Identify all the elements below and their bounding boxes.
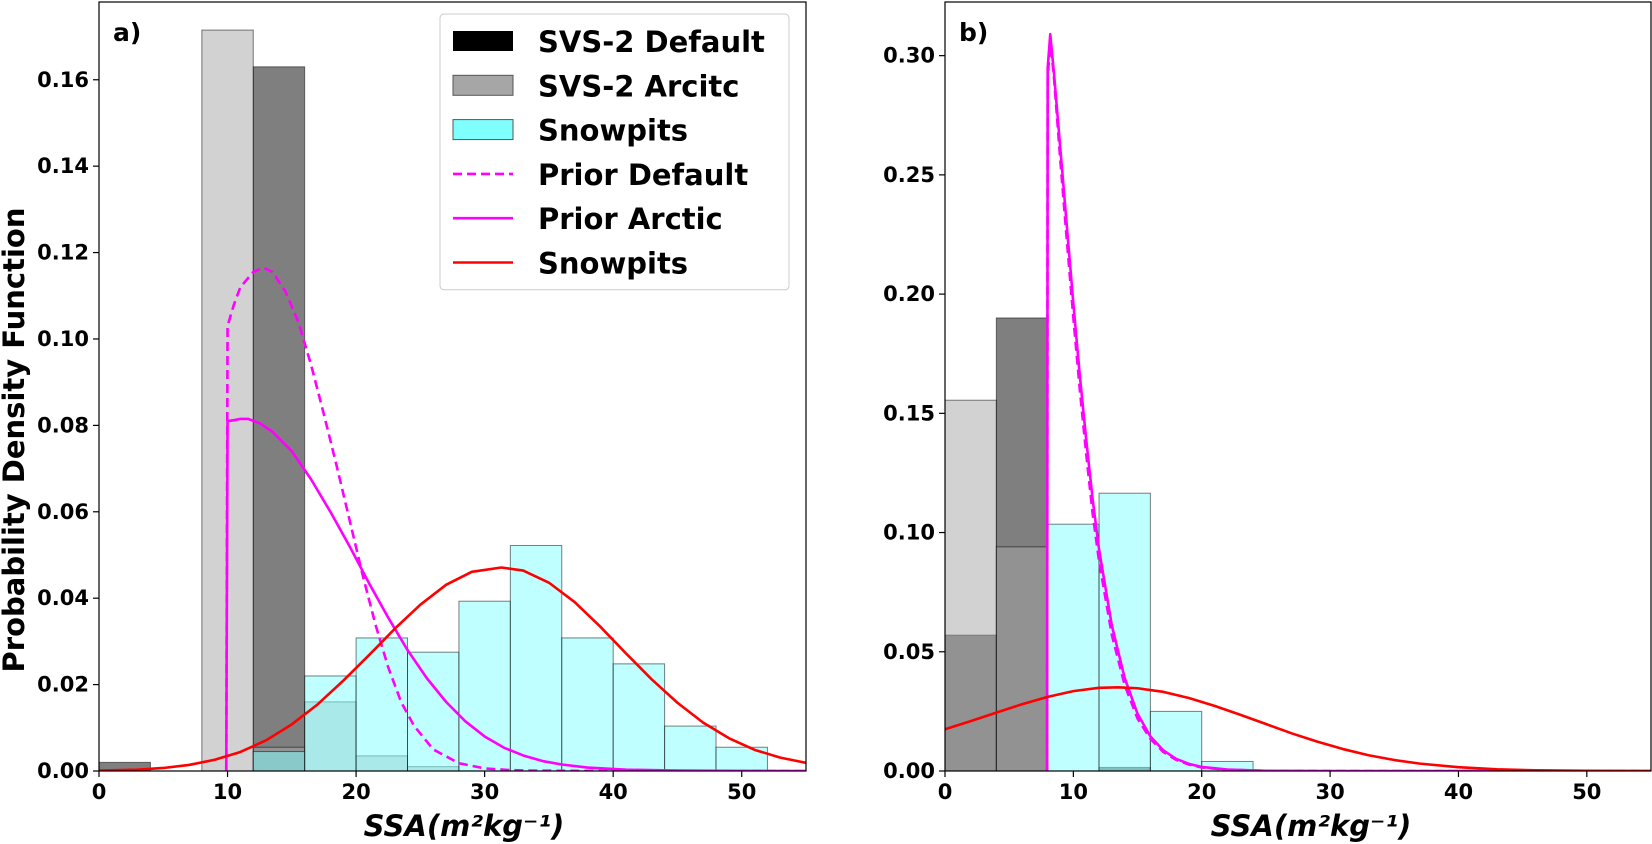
legend-label: Prior Arctic bbox=[538, 202, 723, 236]
histogram-bar bbox=[1047, 523, 1100, 771]
histogram-snowpits bbox=[252, 544, 768, 771]
x-tick-label: 0 bbox=[92, 780, 107, 804]
y-tick-label: 0.30 bbox=[883, 44, 935, 68]
x-axis-label: SSA(m²kg⁻¹) bbox=[364, 809, 565, 843]
curve-prior-arctic bbox=[224, 417, 806, 771]
histogram-svs-2-arcitc bbox=[945, 399, 1049, 771]
x-tick-label: 10 bbox=[1059, 780, 1088, 804]
legend-swatch bbox=[453, 31, 513, 51]
chart-panel-a: Probability Density Function SSA(m²kg⁻¹)… bbox=[0, 1, 807, 843]
y-tick-label: 0.14 bbox=[37, 154, 89, 178]
y-tick-label: 0.08 bbox=[37, 413, 89, 437]
legend-frame bbox=[439, 13, 790, 291]
legend-label: SVS-2 Default bbox=[538, 25, 765, 59]
histogram-bar bbox=[612, 663, 666, 771]
curve-snowpits bbox=[945, 685, 1651, 771]
curve-prior-default-dashed bbox=[224, 266, 806, 771]
x-tick-label: 20 bbox=[1187, 780, 1216, 804]
legend-label: Snowpits bbox=[538, 247, 688, 281]
x-tick-label: 30 bbox=[470, 780, 499, 804]
y-tick-label: 0.12 bbox=[37, 241, 89, 265]
legend-entry: Snowpits bbox=[453, 247, 688, 281]
x-tick-label: 40 bbox=[1444, 780, 1473, 804]
y-tick-label: 0.25 bbox=[883, 163, 935, 187]
x-tick-label: 10 bbox=[213, 780, 242, 804]
histogram-bar bbox=[355, 637, 409, 771]
plot-frame bbox=[98, 1, 807, 772]
histogram-svs-2-default bbox=[99, 66, 306, 771]
x-tick-label: 20 bbox=[341, 780, 370, 804]
y-tick-label: 0.04 bbox=[37, 586, 89, 610]
legend-label: Snowpits bbox=[538, 114, 688, 148]
panel-label: b) bbox=[959, 18, 988, 47]
legend-entry: SVS-2 Default bbox=[453, 25, 765, 59]
legend-entry: Snowpits bbox=[452, 114, 688, 148]
histogram-snowpits bbox=[1047, 492, 1254, 771]
x-tick-label: 40 bbox=[599, 780, 628, 804]
curve-prior-arctic bbox=[1045, 32, 1651, 771]
x-tick-label: 30 bbox=[1315, 780, 1344, 804]
histogram-bar bbox=[664, 725, 717, 771]
x-tick-label: 50 bbox=[727, 780, 756, 804]
y-axis-label: Probability Density Function bbox=[0, 208, 31, 673]
histogram-bar bbox=[1098, 492, 1151, 771]
histogram-bar bbox=[407, 651, 460, 771]
y-tick-label: 0.15 bbox=[883, 401, 935, 425]
chart-panel-b: SSA(m²kg⁻¹) 0 10 20 30 40 50 0.00 0.05 0.10 0.15 0… bbox=[883, 1, 1652, 843]
plot-area bbox=[99, 29, 806, 771]
legend-swatch bbox=[452, 74, 514, 96]
y-tick-label: 0.16 bbox=[37, 68, 89, 92]
x-tick-label: 50 bbox=[1572, 780, 1601, 804]
histogram-bar bbox=[715, 746, 768, 771]
plot-area bbox=[945, 32, 1651, 771]
legend-entry: Prior Default bbox=[453, 158, 748, 192]
histogram-bar bbox=[458, 600, 511, 771]
legend-label: SVS-2 Arcitc bbox=[538, 69, 739, 103]
legend-entry: Prior Arctic bbox=[453, 202, 723, 236]
y-tick-label: 0.05 bbox=[883, 640, 935, 664]
panel-label: a) bbox=[113, 18, 141, 47]
histogram-bar bbox=[99, 761, 151, 771]
legend-label: Prior Default bbox=[538, 158, 748, 192]
histogram-bar bbox=[995, 546, 1049, 771]
plot-frame bbox=[944, 1, 1652, 772]
x-axis-label: SSA(m²kg⁻¹) bbox=[1211, 809, 1412, 843]
y-tick-label: 0.10 bbox=[883, 521, 935, 545]
histogram-bar bbox=[1149, 710, 1203, 771]
histogram-bar bbox=[509, 544, 563, 771]
y-tick-label: 0.00 bbox=[883, 759, 935, 783]
curve-snowpits bbox=[99, 566, 806, 771]
x-tick-label: 0 bbox=[938, 780, 953, 804]
legend-entry: SVS-2 Arcitc bbox=[452, 69, 739, 103]
histogram-bar bbox=[252, 66, 306, 771]
y-tick-label: 0.02 bbox=[37, 673, 89, 697]
legend: SVS-2 Default SVS-2 Arcitc Snowpits Prior D… bbox=[439, 13, 790, 291]
histogram-bar bbox=[561, 637, 614, 771]
histogram-bar bbox=[252, 751, 306, 771]
y-tick-label: 0.10 bbox=[37, 327, 89, 351]
y-tick-label: 0.06 bbox=[37, 500, 89, 524]
y-tick-label: 0.00 bbox=[37, 759, 89, 783]
legend-swatch bbox=[452, 119, 514, 141]
histogram-bar bbox=[304, 675, 357, 771]
y-tick-label: 0.20 bbox=[883, 282, 935, 306]
